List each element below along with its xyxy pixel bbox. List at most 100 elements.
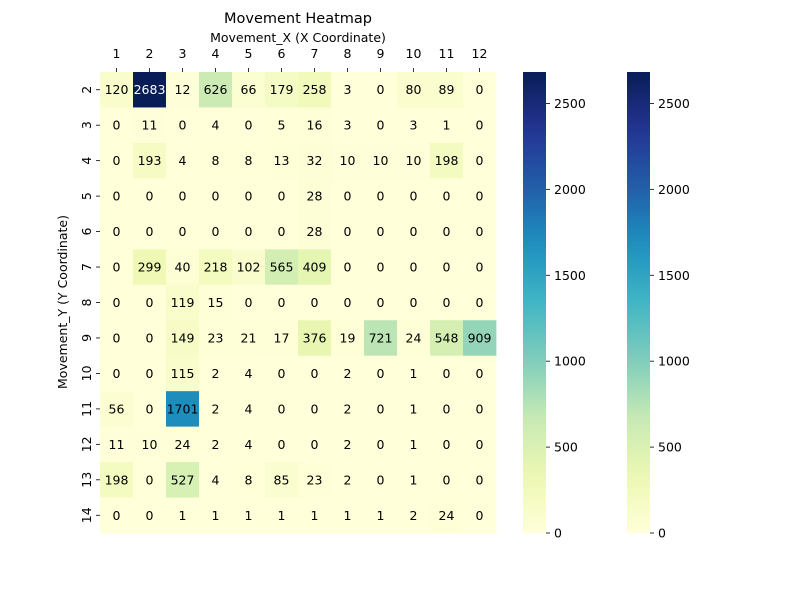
cell-value-label: 0: [377, 260, 385, 275]
heatmap-cell: [331, 320, 365, 357]
heatmap-cell: [232, 320, 266, 357]
y-tick-label: 14: [79, 507, 94, 523]
colorbar-tick-label: 1000: [554, 354, 586, 369]
cell-value-label: 0: [344, 224, 352, 239]
heatmap-cell: [265, 72, 299, 108]
heatmap-cell: [430, 320, 464, 357]
heatmap-cell: [199, 391, 233, 428]
heatmap-cell: [430, 249, 464, 286]
heatmap-cell: [199, 249, 233, 286]
cell-value-label: 1: [410, 366, 418, 381]
cell-value-label: 24: [406, 330, 422, 345]
y-axis-ticks: 2 3 4 5 6 7 8 9 10 11 12 13 14: [79, 86, 100, 523]
heatmap-cell: [364, 497, 398, 534]
heatmap-cell: [298, 462, 332, 498]
x-tick-label: 9: [377, 46, 385, 61]
cell-value-label: 10: [340, 153, 356, 168]
heatmap-cell-labels: 120 2683 12 626 66 179 258 3 0 80 89 00 11 0 4 0 5 16 3 0 3 1…: [105, 82, 492, 523]
heatmap-cell: [331, 391, 365, 428]
heatmap-cell: [430, 107, 464, 144]
y-tick-label: 10: [79, 365, 94, 381]
heatmap-cell: [298, 72, 332, 108]
cell-value-label: 28: [307, 224, 323, 239]
cell-value-label: 0: [245, 295, 253, 310]
heatmap-cell: [232, 497, 266, 534]
heatmap-cell: [166, 462, 200, 498]
heatmap-cell: [199, 320, 233, 357]
heatmap-cell: [199, 142, 233, 179]
heatmap-cell: [232, 355, 266, 392]
cell-value-label: 4: [245, 366, 253, 381]
heatmap-cell: [100, 355, 134, 392]
heatmap-cell: [364, 284, 398, 321]
cell-value-label: 0: [113, 260, 121, 275]
heatmap-cell: [430, 284, 464, 321]
cell-value-label: 3: [410, 118, 418, 133]
heatmap-cell: [232, 107, 266, 144]
cell-value-label: 198: [435, 153, 459, 168]
heatmap-cell: [133, 355, 167, 392]
cell-value-label: 0: [146, 401, 154, 416]
heatmap-cell: [232, 426, 266, 463]
heatmap-cell: [331, 284, 365, 321]
heatmap-cell: [298, 107, 332, 144]
colorbar: 0 500 1000 1500 2000 2500: [627, 72, 690, 541]
heatmap-cell: [430, 462, 464, 498]
cell-value-label: 0: [377, 118, 385, 133]
heatmap-cell: [166, 426, 200, 463]
colorbar-tick-label: 2500: [658, 96, 690, 111]
cell-value-label: 0: [443, 437, 451, 452]
heatmap-cell: [298, 249, 332, 286]
heatmap-cell: [397, 497, 431, 534]
heatmap-cell: [397, 107, 431, 144]
heatmap-cell: [430, 355, 464, 392]
heatmap-cell: [100, 497, 134, 534]
cell-value-label: 120: [105, 82, 129, 97]
heatmap-cell: [463, 462, 497, 498]
heatmap-cell: [463, 178, 497, 215]
heatmap-cell: [100, 284, 134, 321]
cell-value-label: 5: [278, 118, 286, 133]
cell-value-label: 115: [171, 366, 195, 381]
heatmap-cell: [199, 178, 233, 215]
heatmap-cell: [199, 72, 233, 108]
cell-value-label: 0: [443, 295, 451, 310]
cell-value-label: 0: [311, 295, 319, 310]
heatmap-cell: [100, 213, 134, 250]
heatmap-cell: [397, 178, 431, 215]
heatmap-cell: [133, 249, 167, 286]
cell-value-label: 0: [344, 295, 352, 310]
heatmap-cell: [133, 72, 167, 108]
cell-value-label: 0: [377, 437, 385, 452]
heatmap-cell: [331, 426, 365, 463]
cell-value-label: 0: [410, 260, 418, 275]
heatmap-cell: [463, 426, 497, 463]
cell-value-label: 8: [212, 153, 220, 168]
cell-value-label: 1: [410, 401, 418, 416]
cell-value-label: 0: [476, 82, 484, 97]
y-tick-label: 3: [79, 121, 94, 129]
heatmap-cell: [100, 107, 134, 144]
cell-value-label: 4: [245, 437, 253, 452]
heatmap-cell: [298, 320, 332, 357]
cell-value-label: 548: [435, 330, 459, 345]
heatmap-cell: [298, 391, 332, 428]
heatmap-cell: [265, 391, 299, 428]
heatmap-cell: [430, 142, 464, 179]
cell-value-label: 66: [241, 82, 257, 97]
cell-value-label: 0: [377, 82, 385, 97]
heatmap-cell: [133, 426, 167, 463]
heatmap-cell: [397, 72, 431, 108]
cell-value-label: 0: [245, 118, 253, 133]
cell-value-label: 119: [171, 295, 195, 310]
colorbars: 0 500 1000 1500 2000 2500 0 500 1000 1500 2000 2500: [523, 72, 690, 541]
heatmap-cell: [232, 72, 266, 108]
colorbar-gradient: [523, 72, 546, 533]
cell-value-label: 0: [278, 401, 286, 416]
heatmap-cell: [331, 249, 365, 286]
colorbar-tick-label: 0: [658, 526, 666, 541]
cell-value-label: 56: [109, 401, 125, 416]
cell-value-label: 10: [142, 437, 158, 452]
cell-value-label: 0: [443, 401, 451, 416]
x-tick-label: 11: [439, 46, 455, 61]
